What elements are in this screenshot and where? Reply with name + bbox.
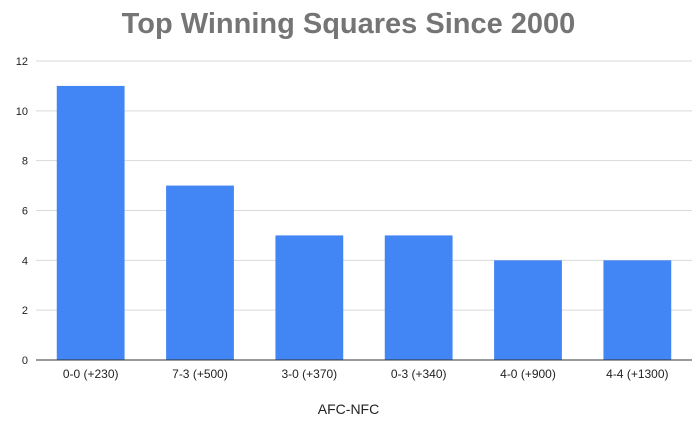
gridlines: [36, 60, 692, 311]
x-tick-label: 4-4 (+1300): [606, 367, 668, 381]
y-tick-label: 0: [22, 355, 28, 367]
y-tick-label: 2: [22, 305, 28, 317]
y-tick-label: 12: [16, 56, 28, 68]
x-tick-label: 3-0 (+370): [281, 367, 337, 381]
x-axis-title: AFC-NFC: [317, 401, 380, 417]
chart-title: Top Winning Squares Since 2000: [121, 8, 576, 40]
y-tick-label: 10: [16, 106, 28, 118]
y-tick-label: 6: [22, 206, 28, 218]
bar-5: [494, 260, 562, 360]
bar-1: [56, 85, 125, 361]
y-axis-ticks: 0 2 4 6 8 10 12: [16, 56, 28, 367]
bar-2: [166, 185, 234, 360]
x-tick-label: 4-0 (+900): [500, 367, 556, 381]
x-tick-label: 0-0 (+230): [63, 367, 119, 381]
y-tick-label: 4: [22, 255, 28, 267]
bar-4: [384, 235, 453, 360]
x-axis-ticks: 0-0 (+230) 7-3 (+500) 3-0 (+370) 0-3 (+340)…: [63, 367, 669, 381]
bar-3: [275, 235, 344, 360]
bars: [56, 85, 672, 361]
x-tick-label: 7-3 (+500): [172, 367, 228, 381]
x-tick-label: 0-3 (+340): [391, 367, 447, 381]
bar-6: [603, 260, 672, 360]
y-tick-label: 8: [22, 156, 28, 168]
